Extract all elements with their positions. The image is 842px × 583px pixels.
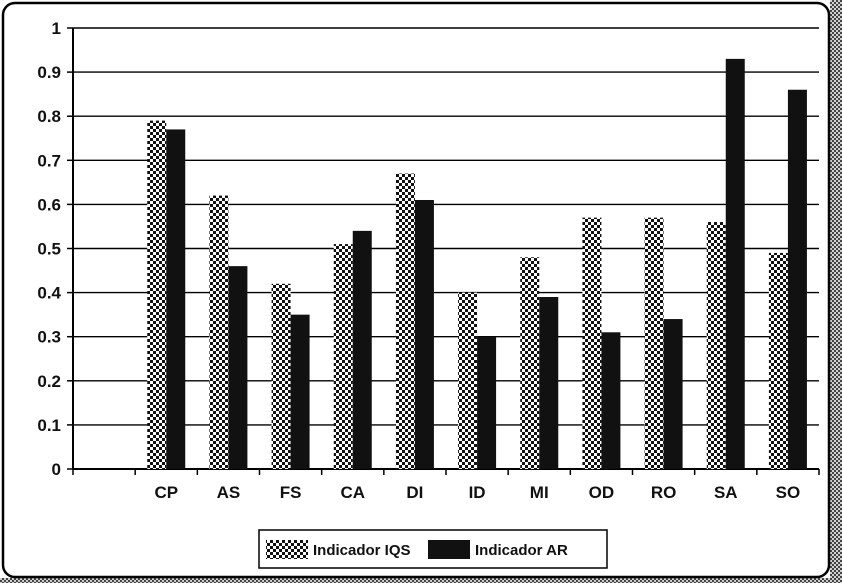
bar-ar-as [228,266,248,469]
y-tick-label-5: 0.5 [37,240,61,259]
bottom-border-texture [0,578,842,583]
bar-ar-mi [539,297,559,469]
y-tick-label-0: 0 [52,460,61,479]
bar-ar-cp [166,129,186,469]
bar-ar-ca [352,230,372,469]
bar-ar-di [414,199,434,470]
right-border-texture [830,0,842,583]
bar-iqs-id [458,292,478,469]
y-tick-label-4: 0.4 [37,284,61,303]
y-tick-label-3: 0.3 [37,328,61,347]
y-tick-label-1: 0.1 [37,416,61,435]
bar-iqs-ca [333,244,353,469]
x-tick-label-ro: RO [651,483,677,502]
bar-iqs-mi [520,257,540,469]
legend-label-ar: Indicador AR [475,542,568,559]
x-tick-label-as: AS [217,483,241,502]
y-tick-label-2: 0.2 [37,372,61,391]
bar-ar-ro [663,319,683,469]
bar-iqs-as [209,195,229,469]
bar-iqs-so [768,252,788,469]
y-tick-label-7: 0.7 [37,151,61,170]
legend-swatch-ar [428,540,470,559]
y-tick-label-8: 0.8 [37,107,61,126]
bar-ar-so [787,89,807,470]
bar-iqs-cp [147,120,167,470]
x-tick-label-od: OD [589,483,615,502]
legend-label-iqs: Indicador IQS [313,542,411,559]
bar-iqs-od [582,217,602,469]
legend-swatch-iqs [266,540,308,559]
y-tick-label-9: 0.9 [37,63,61,82]
bar-iqs-ro [644,217,664,469]
x-tick-label-cp: CP [154,483,178,502]
y-tick-label-6: 0.6 [37,195,61,214]
x-tick-label-ca: CA [340,483,365,502]
x-tick-label-mi: MI [530,483,549,502]
bar-ar-id [477,336,497,469]
x-tick-label-so: SO [776,483,801,502]
bar-ar-fs [290,314,310,469]
bar-ar-od [601,332,621,469]
plot-area: 0 0.1 0.2 0.3 0.4 0.5 0.6 0.7 0.8 0.9 1 CP AS FS CA DI I… [37,19,820,502]
legend: Indicador IQS Indicador AR [258,529,608,569]
bar-ar-sa [725,58,745,470]
x-tick-label-sa: SA [714,483,738,502]
bar-iqs-sa [706,222,726,469]
bar-iqs-fs [271,283,291,469]
x-tick-label-di: DI [406,483,423,502]
y-tick-label-10: 1 [52,19,61,38]
x-tick-label-fs: FS [280,483,302,502]
x-tick-label-id: ID [469,483,486,502]
bar-iqs-di [395,173,415,469]
